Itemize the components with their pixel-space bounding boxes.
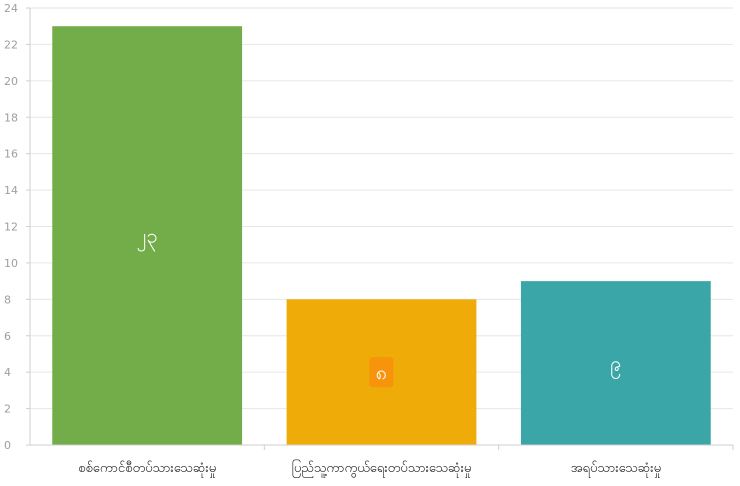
data-label: ၉ [610,351,621,379]
y-tick-label: 6 [4,330,11,343]
y-tick-label: 10 [4,257,18,270]
x-axis: စစ်ကောင်စီတပ်သားသေဆုံးမှု ပြည်သူ့ကာကွယ်ရေ… [30,444,734,478]
x-tick-label: အရပ်သားသေဆုံးမှု [571,460,661,478]
y-tick-label: 20 [4,75,18,88]
x-tick-label: စစ်ကောင်စီတပ်သားသေဆုံးမှု [78,460,216,478]
bars: ၂၃၈ ၉ [52,26,711,445]
bar [52,26,243,445]
x-tick-label: ပြည်သူ့ကာကွယ်ရေးတပ်သားသေဆုံးမှု [292,459,472,478]
y-tick-label: 12 [4,221,18,234]
bar [520,281,711,445]
y-tick-label: 0 [4,439,11,452]
data-label: ၈ [376,360,387,384]
y-tick-label: 2 [4,403,11,416]
data-label: ၂၃ [137,224,158,252]
y-tick-label: 22 [4,38,18,51]
y-tick-label: 8 [4,293,11,306]
y-tick-label: 4 [4,366,11,379]
data-label-badge [369,357,394,388]
y-tick-label: 24 [4,2,18,15]
y-tick-label: 18 [4,111,18,124]
y-tick-label: 16 [4,148,18,161]
y-tick-label: 14 [4,184,18,197]
